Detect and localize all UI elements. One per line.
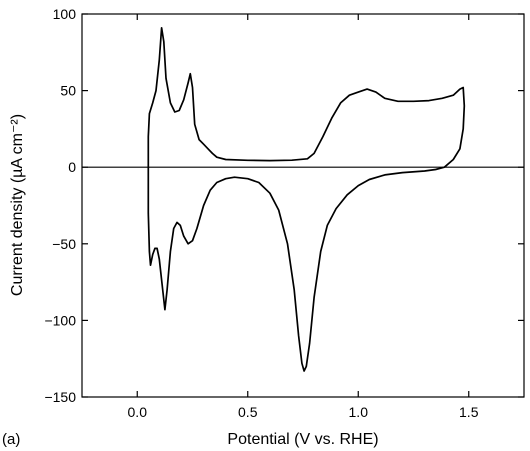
y-tick-label: −150 bbox=[44, 389, 76, 405]
x-tick-label: 1.5 bbox=[459, 404, 479, 420]
plot-frame bbox=[81, 13, 525, 398]
y-tick-label: −50 bbox=[52, 236, 76, 252]
x-tick-label: 0.5 bbox=[238, 404, 258, 420]
x-tick-label: 0.0 bbox=[128, 404, 148, 420]
y-axis-ticks: −150 −100 −50 0 50 100 bbox=[44, 6, 524, 405]
x-tick-label: 1.0 bbox=[349, 404, 369, 420]
cv-curve bbox=[147, 26, 466, 372]
y-axis-title: Current density (µA cm⁻²) bbox=[9, 114, 26, 296]
y-tick-label: 0 bbox=[68, 159, 76, 175]
x-axis-title: Potential (V vs. RHE) bbox=[227, 431, 378, 448]
y-tick-label: 100 bbox=[53, 6, 77, 22]
x-axis-ticks: 0.0 0.5 1.0 1.5 bbox=[128, 14, 479, 420]
y-tick-label: −100 bbox=[44, 312, 76, 328]
y-tick-label: 50 bbox=[60, 83, 76, 99]
panel-label: (a) bbox=[2, 431, 20, 448]
